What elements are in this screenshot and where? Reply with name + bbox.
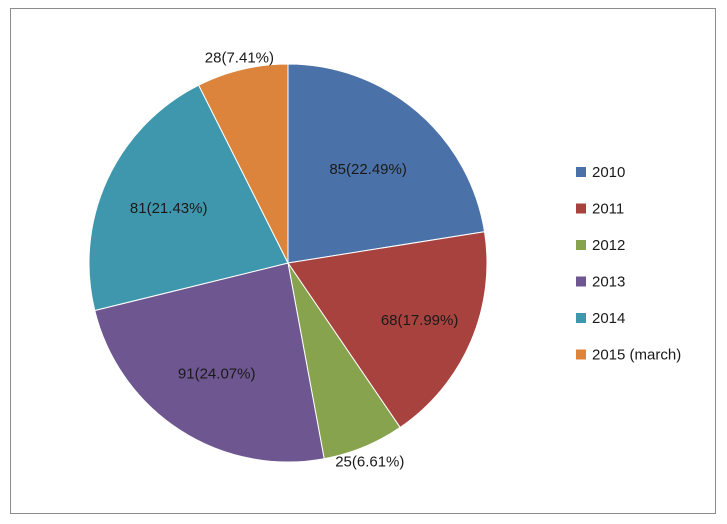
slice-label: 25(6.61%) xyxy=(335,454,404,471)
legend-swatch xyxy=(576,240,586,250)
legend-entry: 2011 xyxy=(592,201,624,218)
legend-swatch xyxy=(576,349,586,360)
pie-slice-2015-march- xyxy=(198,63,289,264)
pie-slice-2014 xyxy=(88,84,289,312)
slice-labels: 85(22.49%) 68(17.99%) 25(6.61%) 91(24.07%) 8… xyxy=(130,50,458,471)
slice-label: 81(21.43%) xyxy=(130,200,208,217)
pie-slice-2011 xyxy=(287,231,488,429)
legend-swatch xyxy=(576,167,586,177)
legend-entry: 2013 xyxy=(592,274,625,291)
pie-slice-2013 xyxy=(94,262,325,463)
legend-swatch xyxy=(576,276,586,287)
legend-swatch xyxy=(576,313,586,323)
legend-entry: 2015 (march) xyxy=(592,347,681,364)
slice-label: 28(7.41%) xyxy=(205,50,274,67)
legend-entry: 2014 xyxy=(592,310,625,327)
legend: 2010 2011 2012 2013 2014 2015 (march) xyxy=(576,164,681,364)
slice-label: 68(17.99%) xyxy=(381,312,459,329)
legend-entry: 2012 xyxy=(592,237,625,254)
legend-entry: 2010 xyxy=(592,164,625,181)
slice-label: 91(24.07%) xyxy=(178,365,256,382)
pie-slice-2010 xyxy=(287,63,486,264)
legend-swatch xyxy=(576,203,586,214)
pie-slices xyxy=(88,63,488,463)
slice-label: 85(22.49%) xyxy=(329,161,407,178)
